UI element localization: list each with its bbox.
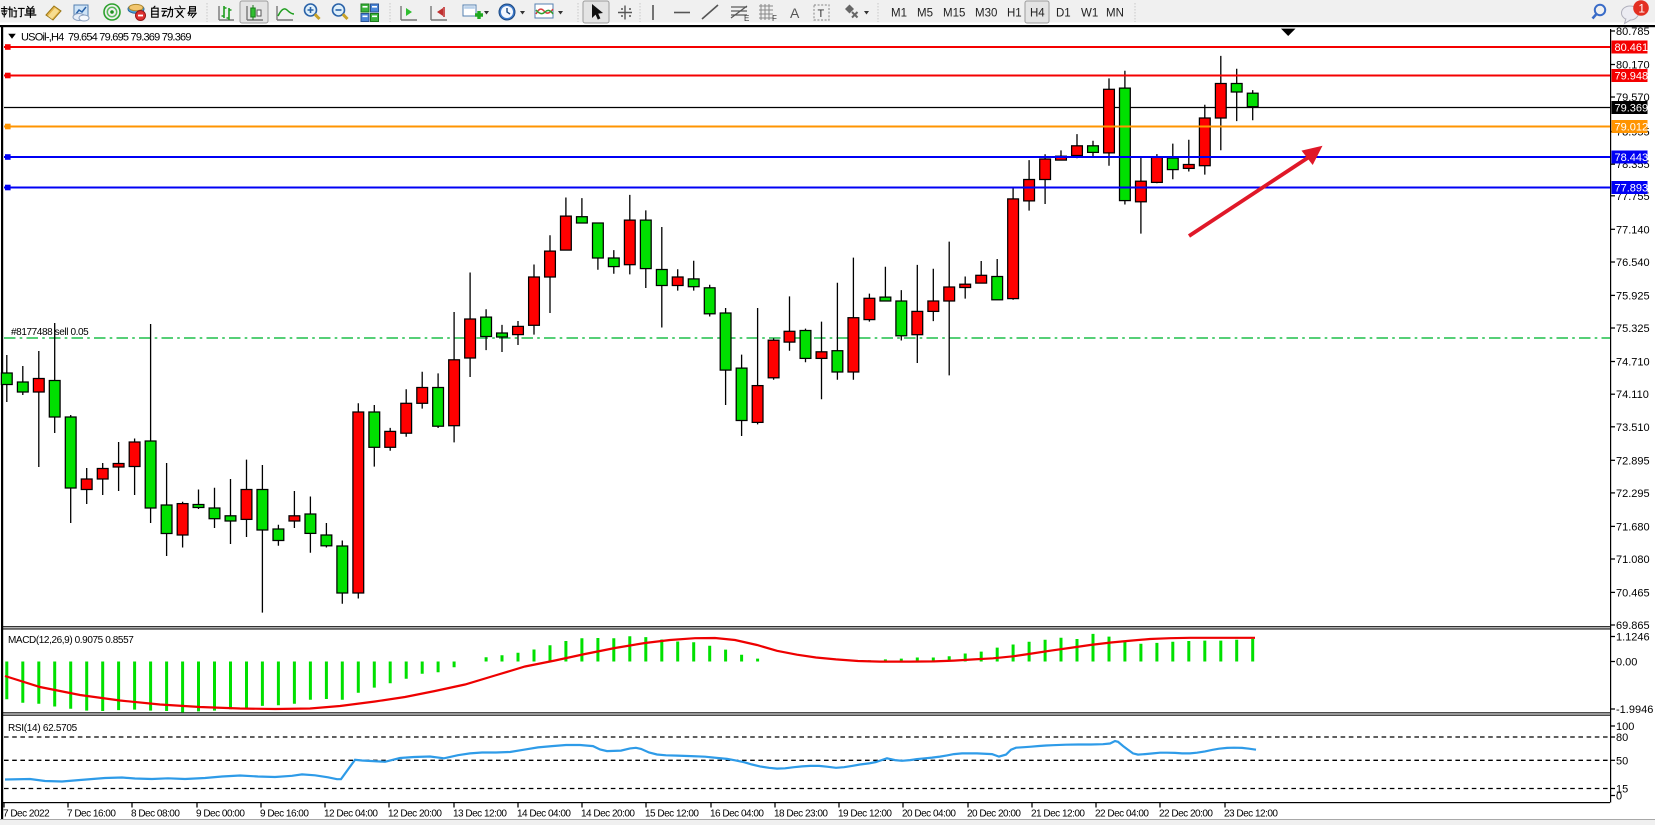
svg-text:75.325: 75.325: [1616, 323, 1650, 335]
svg-text:22 Dec 20:00: 22 Dec 20:00: [1159, 809, 1213, 820]
svg-text:0: 0: [1616, 791, 1622, 803]
svg-text:7 Dec 16:00: 7 Dec 16:00: [67, 809, 116, 820]
svg-text:14 Dec 04:00: 14 Dec 04:00: [517, 809, 571, 820]
svg-text:M15: M15: [943, 8, 965, 20]
svg-text:23 Dec 12:00: 23 Dec 12:00: [1224, 809, 1278, 820]
svg-text:1: 1: [1638, 1, 1645, 15]
svg-text:A: A: [790, 5, 800, 21]
svg-text:79.369: 79.369: [1615, 103, 1649, 115]
svg-text:69.865: 69.865: [1616, 620, 1650, 632]
svg-text:72.895: 72.895: [1616, 455, 1650, 467]
svg-text:19 Dec 12:00: 19 Dec 12:00: [838, 809, 892, 820]
svg-text:77.140: 77.140: [1616, 224, 1650, 236]
svg-text:71.680: 71.680: [1616, 521, 1650, 533]
svg-text:100: 100: [1616, 721, 1634, 733]
svg-text:F: F: [772, 14, 777, 23]
svg-text:M1: M1: [891, 8, 907, 20]
svg-text:E: E: [744, 14, 749, 23]
svg-text:12 Dec 04:00: 12 Dec 04:00: [324, 809, 378, 820]
svg-text:T: T: [818, 8, 825, 20]
svg-text:H4: H4: [1030, 8, 1045, 20]
svg-text:M30: M30: [975, 8, 997, 20]
svg-text:18 Dec 23:00: 18 Dec 23:00: [774, 809, 828, 820]
svg-text:M5: M5: [917, 8, 933, 20]
svg-text:15: 15: [1616, 784, 1628, 796]
svg-text:13 Dec 12:00: 13 Dec 12:00: [453, 809, 507, 820]
svg-text:72.295: 72.295: [1616, 488, 1650, 500]
svg-text:9 Dec 00:00: 9 Dec 00:00: [196, 809, 245, 820]
svg-text:80.785: 80.785: [1616, 26, 1650, 38]
svg-text:H1: H1: [1007, 8, 1022, 20]
svg-text:MACD(12,26,9) 0.9075 0.8557: MACD(12,26,9) 0.9075 0.8557: [8, 635, 134, 646]
svg-text:W1: W1: [1081, 8, 1098, 20]
svg-text:71.080: 71.080: [1616, 554, 1650, 566]
svg-text:21 Dec 12:00: 21 Dec 12:00: [1031, 809, 1085, 820]
svg-text:0.00: 0.00: [1616, 657, 1637, 669]
svg-text:RSI(14) 62.5705: RSI(14) 62.5705: [8, 723, 78, 734]
svg-text:8 Dec 08:00: 8 Dec 08:00: [131, 809, 180, 820]
svg-text:75.925: 75.925: [1616, 290, 1650, 302]
svg-text:70.465: 70.465: [1616, 587, 1650, 599]
svg-text:74.110: 74.110: [1616, 389, 1649, 401]
svg-text:1.1246: 1.1246: [1616, 632, 1650, 644]
svg-text:22 Dec 04:00: 22 Dec 04:00: [1095, 809, 1149, 820]
svg-text:9 Dec 16:00: 9 Dec 16:00: [260, 809, 309, 820]
svg-text:77.893: 77.893: [1615, 183, 1649, 195]
svg-text:15 Dec 12:00: 15 Dec 12:00: [645, 809, 699, 820]
svg-text:#8177488 sell 0.05: #8177488 sell 0.05: [11, 327, 89, 338]
svg-text:78.443: 78.443: [1615, 152, 1649, 164]
svg-text:76.540: 76.540: [1616, 257, 1650, 269]
svg-text:7 Dec 2022: 7 Dec 2022: [3, 809, 50, 820]
svg-text:80: 80: [1616, 732, 1628, 744]
svg-text:79.012: 79.012: [1615, 122, 1649, 134]
svg-text:73.510: 73.510: [1616, 422, 1650, 434]
svg-text:USOil-,H4 79.654 79.695 79.36: USOil-,H4 79.654 79.695 79.369 79.369: [21, 32, 191, 44]
svg-text:20 Dec 20:00: 20 Dec 20:00: [967, 809, 1021, 820]
svg-text:16 Dec 04:00: 16 Dec 04:00: [710, 809, 764, 820]
svg-text:12 Dec 20:00: 12 Dec 20:00: [388, 809, 442, 820]
svg-text:74.710: 74.710: [1616, 357, 1650, 369]
svg-text:79.948: 79.948: [1615, 71, 1649, 83]
svg-text:-1.9946: -1.9946: [1616, 704, 1653, 716]
svg-text:D1: D1: [1056, 8, 1071, 20]
svg-text:50: 50: [1616, 755, 1628, 767]
svg-text:80.461: 80.461: [1615, 42, 1649, 54]
svg-text:20 Dec 04:00: 20 Dec 04:00: [902, 809, 956, 820]
svg-text:MN: MN: [1106, 8, 1124, 20]
svg-text:14 Dec 20:00: 14 Dec 20:00: [581, 809, 635, 820]
svg-text:80.170: 80.170: [1616, 60, 1650, 72]
